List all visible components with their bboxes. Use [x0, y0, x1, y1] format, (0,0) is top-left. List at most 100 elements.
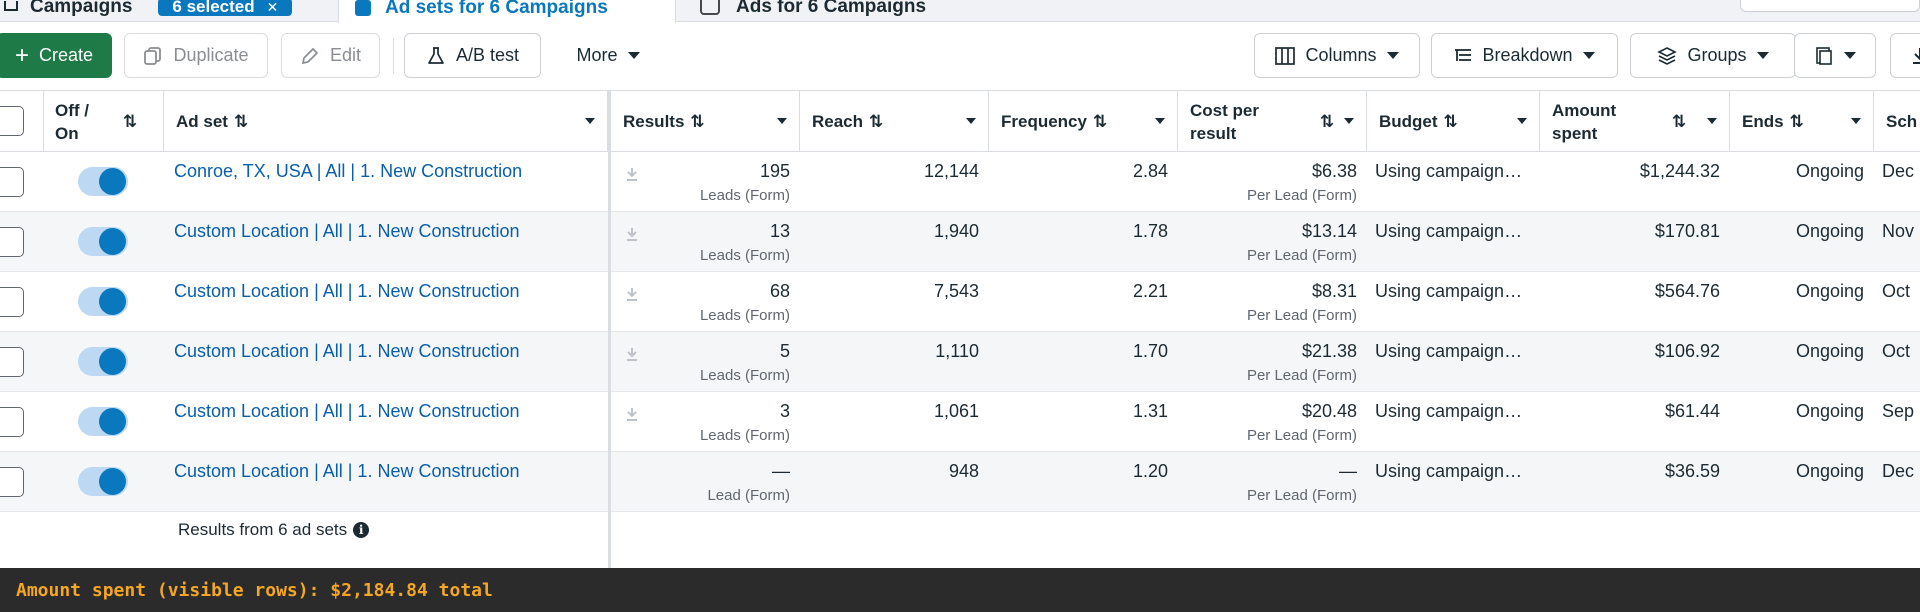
ends-value: Ongoing: [1795, 221, 1864, 241]
col-schedule[interactable]: Sch: [1886, 112, 1918, 131]
amount-spent-cell: $1,244.32: [1540, 152, 1730, 211]
tab-ads-checkbox-icon: [700, 0, 720, 15]
cost-cell: — Per Lead (Form): [1178, 452, 1367, 511]
info-icon[interactable]: i: [353, 522, 370, 538]
frequency-value: 1.31: [1132, 401, 1168, 421]
table-row[interactable]: Custom Location | All | 1. New Construct…: [0, 212, 1920, 272]
col-budget[interactable]: Budget ⇅: [1367, 91, 1540, 152]
amount-spent-value: $564.76: [1654, 281, 1720, 301]
search-input[interactable]: [1740, 0, 1920, 12]
col-ends[interactable]: Ends ⇅: [1730, 91, 1874, 152]
table-row[interactable]: Custom Location | All | 1. New Construct…: [0, 332, 1920, 392]
create-button[interactable]: + Create: [0, 33, 112, 78]
table-row[interactable]: Custom Location | All | 1. New Construct…: [0, 272, 1920, 332]
col-ad-set[interactable]: Ad set ⇅: [164, 91, 608, 152]
chevron-down-icon[interactable]: [1517, 118, 1527, 124]
sort-icon[interactable]: ⇅: [233, 111, 249, 131]
ad-sets-table: Off / On ⇅ Ad set ⇅ Results ⇅ Reach ⇅ Fr…: [0, 90, 1920, 568]
col-cost-per-result[interactable]: Cost per result ⇅: [1178, 91, 1367, 152]
sort-icon[interactable]: ⇅: [1789, 111, 1804, 131]
chevron-down-icon[interactable]: [1344, 118, 1354, 124]
col-frequency[interactable]: Frequency ⇅: [989, 91, 1178, 152]
sort-icon[interactable]: ⇅: [1672, 111, 1687, 131]
ad-set-toggle[interactable]: [78, 467, 128, 496]
chevron-down-icon[interactable]: [777, 118, 787, 124]
groups-button[interactable]: Groups: [1630, 33, 1796, 78]
table-row[interactable]: Custom Location | All | 1. New Construct…: [0, 392, 1920, 452]
download-icon[interactable]: [624, 226, 640, 242]
col-results[interactable]: Results ⇅: [611, 91, 800, 152]
row-checkbox[interactable]: [0, 167, 24, 197]
duplicate-button[interactable]: Duplicate: [124, 33, 268, 78]
table-row[interactable]: Conroe, TX, USA | All | 1. New Construct…: [0, 152, 1920, 212]
ad-set-link[interactable]: Conroe, TX, USA | All | 1. New Construct…: [174, 161, 523, 181]
sort-icon[interactable]: ⇅: [1320, 111, 1335, 131]
ab-test-button[interactable]: A/B test: [404, 33, 541, 78]
table-header: Off / On ⇅ Ad set ⇅ Results ⇅ Reach ⇅ Fr…: [0, 90, 1920, 152]
sort-icon[interactable]: ⇅: [123, 111, 138, 131]
col-amount-spent[interactable]: Amount spent ⇅: [1540, 91, 1730, 152]
budget-value: Using campaign…: [1375, 161, 1523, 181]
sort-icon[interactable]: ⇅: [869, 111, 884, 131]
results-value: —: [772, 461, 790, 481]
ad-set-link[interactable]: Custom Location | All | 1. New Construct…: [174, 461, 520, 481]
chevron-down-icon[interactable]: [585, 118, 595, 124]
ad-set-toggle[interactable]: [78, 407, 128, 436]
row-checkbox[interactable]: [0, 287, 24, 317]
frozen-column-divider: [608, 90, 611, 568]
sort-icon[interactable]: ⇅: [1443, 111, 1458, 131]
ad-set-link[interactable]: Custom Location | All | 1. New Construct…: [174, 281, 520, 301]
columns-button[interactable]: Columns: [1254, 33, 1420, 78]
select-all-cell: [0, 91, 44, 152]
more-button[interactable]: More: [558, 33, 658, 78]
reach-cell: 1,061: [800, 392, 989, 451]
download-icon[interactable]: [624, 166, 640, 182]
row-checkbox[interactable]: [0, 347, 24, 377]
row-checkbox[interactable]: [0, 227, 24, 257]
chevron-down-icon[interactable]: [1155, 118, 1165, 124]
frequency-value: 1.78: [1132, 221, 1168, 241]
ad-set-toggle[interactable]: [78, 347, 128, 376]
columns-icon: [1275, 46, 1296, 65]
selected-badge[interactable]: 6 selected ✕: [158, 0, 293, 16]
ad-set-link[interactable]: Custom Location | All | 1. New Construct…: [174, 221, 520, 241]
row-checkbox[interactable]: [0, 407, 24, 437]
reports-button[interactable]: [1794, 33, 1876, 78]
tab-ads-label: Ads for 6 Campaigns: [736, 0, 927, 17]
export-button[interactable]: [1890, 33, 1920, 78]
schedule-cell: Dec: [1874, 452, 1920, 511]
download-icon[interactable]: [624, 286, 640, 302]
amount-spent-cell: $106.92: [1540, 332, 1730, 391]
col-off-on[interactable]: Off / On ⇅: [44, 91, 164, 152]
col-reach[interactable]: Reach ⇅: [800, 91, 989, 152]
table-row[interactable]: Custom Location | All | 1. New Construct…: [0, 452, 1920, 512]
sort-icon[interactable]: ⇅: [690, 111, 705, 131]
download-icon[interactable]: [624, 406, 640, 422]
tab-ad-sets[interactable]: Ad sets for 6 Campaigns: [338, 0, 676, 23]
close-icon[interactable]: ✕: [266, 0, 279, 15]
download-icon[interactable]: [624, 346, 640, 362]
chevron-down-icon[interactable]: [1707, 118, 1717, 124]
select-all-checkbox[interactable]: [0, 106, 24, 136]
budget-value: Using campaign…: [1375, 281, 1523, 301]
tab-campaigns-label: Campaigns: [30, 0, 133, 17]
frequency-cell: 1.31: [989, 392, 1178, 451]
ad-set-link[interactable]: Custom Location | All | 1. New Construct…: [174, 401, 520, 421]
breakdown-button[interactable]: Breakdown: [1431, 33, 1618, 78]
cost-cell: $6.38 Per Lead (Form): [1178, 152, 1367, 211]
ad-set-toggle[interactable]: [78, 227, 128, 256]
ends-cell: Ongoing: [1730, 392, 1874, 451]
ad-set-link[interactable]: Custom Location | All | 1. New Construct…: [174, 341, 520, 361]
ad-set-toggle[interactable]: [78, 167, 128, 196]
edit-button[interactable]: Edit: [281, 33, 380, 78]
chevron-down-icon[interactable]: [966, 118, 976, 124]
row-checkbox[interactable]: [0, 467, 24, 497]
ad-set-toggle[interactable]: [78, 287, 128, 316]
tab-ads[interactable]: Ads for 6 Campaigns: [700, 0, 926, 22]
ends-value: Ongoing: [1795, 341, 1864, 361]
chevron-down-icon[interactable]: [1851, 118, 1861, 124]
schedule-value: Dec: [1882, 161, 1915, 181]
tab-campaigns[interactable]: Campaigns 6 selected ✕: [4, 0, 293, 22]
tab-checkbox-icon: [355, 0, 371, 16]
sort-icon[interactable]: ⇅: [1092, 111, 1108, 131]
